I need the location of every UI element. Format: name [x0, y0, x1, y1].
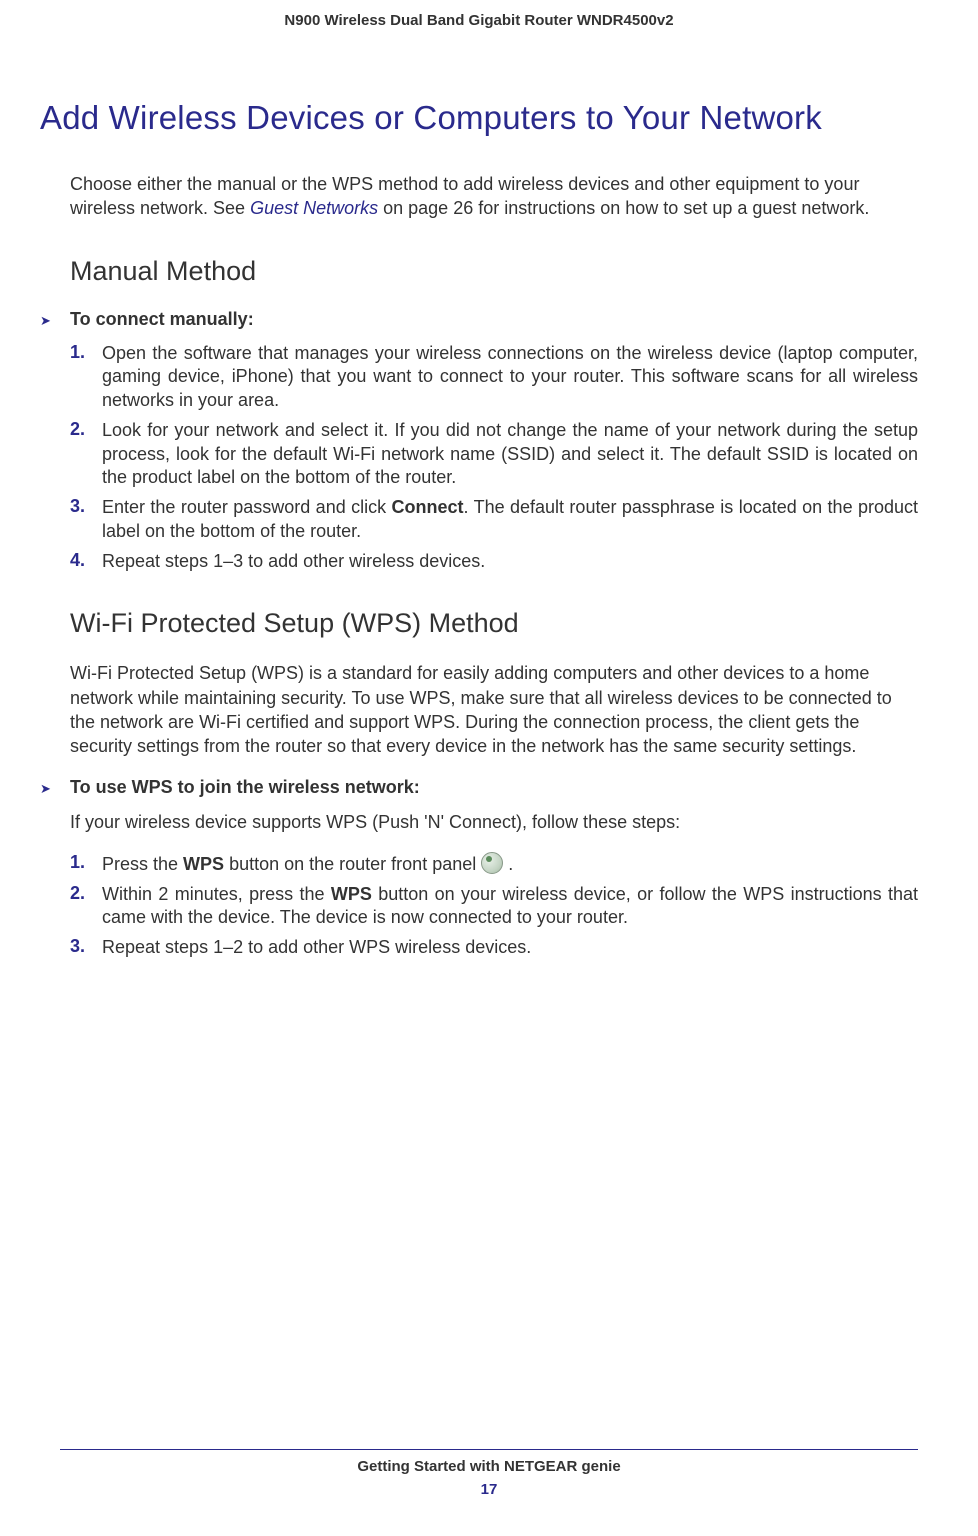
proc-bullet-icon: ➤ [40, 313, 70, 329]
connect-bold: Connect [392, 497, 464, 517]
main-heading: Add Wireless Devices or Computers to You… [40, 99, 918, 137]
wps-button-icon [481, 852, 503, 874]
wps-method-heading: Wi-Fi Protected Setup (WPS) Method [70, 608, 918, 639]
wps-steps: 1. Press the WPS button on the router fr… [70, 852, 918, 960]
wps-sub-paragraph: If your wireless device supports WPS (Pu… [70, 810, 918, 834]
step-tail: . [503, 854, 513, 874]
document-header: N900 Wireless Dual Band Gigabit Router W… [40, 12, 918, 29]
step: 3. Enter the router password and click C… [70, 496, 918, 544]
guest-networks-link[interactable]: Guest Networks [250, 198, 378, 218]
step-text: Enter the router password and click Conn… [102, 496, 918, 544]
step: 3. Repeat steps 1–2 to add other WPS wir… [70, 936, 918, 960]
footer-page-number: 17 [60, 1481, 918, 1498]
step-pre: Within 2 minutes, press the [102, 884, 331, 904]
step: 4. Repeat steps 1–3 to add other wireles… [70, 550, 918, 574]
wps-bold: WPS [183, 854, 224, 874]
step-text: Open the software that manages your wire… [102, 342, 918, 413]
step-number: 3. [70, 496, 102, 544]
step-number: 2. [70, 883, 102, 931]
step: 2. Look for your network and select it. … [70, 419, 918, 490]
intro-paragraph: Choose either the manual or the WPS meth… [70, 172, 918, 221]
proc-heading-wps: ➤ To use WPS to join the wireless networ… [40, 777, 918, 798]
wps-bold: WPS [331, 884, 372, 904]
step-number: 1. [70, 342, 102, 413]
step-number: 3. [70, 936, 102, 960]
step: 1. Open the software that manages your w… [70, 342, 918, 413]
step-pre: Enter the router password and click [102, 497, 392, 517]
step-number: 1. [70, 852, 102, 877]
proc-heading-manual: ➤ To connect manually: [40, 309, 918, 330]
manual-steps: 1. Open the software that manages your w… [70, 342, 918, 574]
wps-intro-paragraph: Wi-Fi Protected Setup (WPS) is a standar… [70, 661, 918, 758]
step: 2. Within 2 minutes, press the WPS butto… [70, 883, 918, 931]
proc-heading-text: To connect manually: [70, 309, 254, 330]
page-footer: Getting Started with NETGEAR genie 17 [60, 1449, 918, 1498]
step-number: 4. [70, 550, 102, 574]
step-text: Look for your network and select it. If … [102, 419, 918, 490]
step-text: Press the WPS button on the router front… [102, 852, 513, 877]
step-pre: Press the [102, 854, 183, 874]
intro-post: on page 26 for instructions on how to se… [378, 198, 869, 218]
proc-bullet-icon: ➤ [40, 781, 70, 797]
step-post: button on the router front panel [224, 854, 481, 874]
step-text: Repeat steps 1–2 to add other WPS wirele… [102, 936, 531, 960]
step-number: 2. [70, 419, 102, 490]
proc-heading-text: To use WPS to join the wireless network: [70, 777, 420, 798]
footer-chapter: Getting Started with NETGEAR genie [60, 1458, 918, 1475]
step: 1. Press the WPS button on the router fr… [70, 852, 918, 877]
step-text: Repeat steps 1–3 to add other wireless d… [102, 550, 485, 574]
manual-method-heading: Manual Method [70, 256, 918, 287]
step-text: Within 2 minutes, press the WPS button o… [102, 883, 918, 931]
